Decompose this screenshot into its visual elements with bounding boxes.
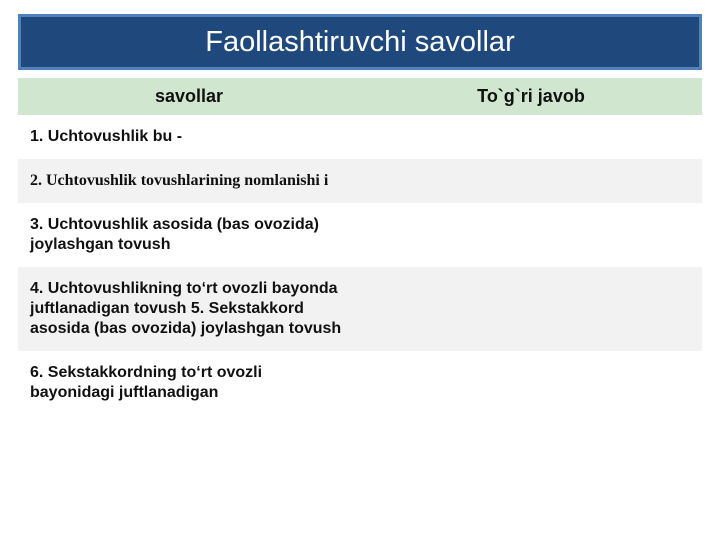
table-row: 1. Uchtovushlik bu - xyxy=(18,115,702,159)
question-cell: 2. Uchtovushlik tovushlarining nomlanish… xyxy=(18,159,360,203)
answer-cell xyxy=(360,203,702,267)
question-cell: 1. Uchtovushlik bu - xyxy=(18,115,360,159)
answer-cell xyxy=(360,115,702,159)
question-cell: 3. Uchtovushlik asosida (bas ovozida) jo… xyxy=(18,203,360,267)
col-header-questions: savollar xyxy=(18,78,360,115)
table-row: 4. Uchtovushlikning to‘rt ovozli bayonda… xyxy=(18,267,702,351)
table-row: 3. Uchtovushlik asosida (bas ovozida) jo… xyxy=(18,203,702,267)
question-cell: 6. Sekstakkordning to‘rt ovozli bayonida… xyxy=(18,351,360,415)
col-header-answers: To`g`ri javob xyxy=(360,78,702,115)
answer-cell xyxy=(360,159,702,203)
answer-cell xyxy=(360,351,702,415)
answer-cell xyxy=(360,267,702,351)
table-row: 6. Sekstakkordning to‘rt ovozli bayonida… xyxy=(18,351,702,415)
question-cell: 4. Uchtovushlikning to‘rt ovozli bayonda… xyxy=(18,267,360,351)
table-header-row: savollar To`g`ri javob xyxy=(18,78,702,115)
qa-table: savollar To`g`ri javob 1. Uchtovushlik b… xyxy=(18,78,702,415)
slide: { "title": "Faollashtiruvchi savollar", … xyxy=(0,14,720,554)
slide-title: Faollashtiruvchi savollar xyxy=(205,26,514,59)
title-box: Faollashtiruvchi savollar xyxy=(18,14,702,70)
table-row: 2. Uchtovushlik tovushlarining nomlanish… xyxy=(18,159,702,203)
